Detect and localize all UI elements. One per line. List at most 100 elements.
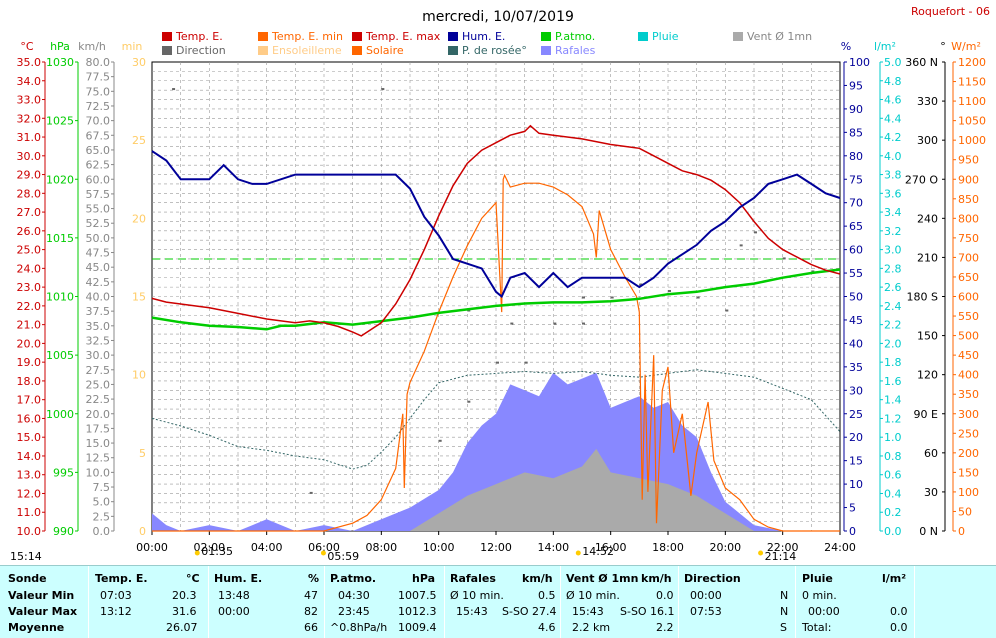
legend-swatch	[352, 32, 362, 41]
cell: S-SO	[620, 605, 647, 618]
hum-tick-label: 55	[849, 267, 863, 280]
cell: Total:	[802, 621, 832, 634]
header-press-unit: hPa	[412, 572, 436, 585]
wind-tick-label: 35.0	[86, 320, 111, 333]
cell: 07:53	[690, 605, 722, 618]
temp-unit: °C	[20, 40, 34, 53]
wind-tick-label: 7.5	[93, 481, 111, 494]
cell: S	[780, 621, 787, 634]
direction-point	[582, 296, 585, 299]
temp-tick-label: 34.0	[17, 75, 42, 88]
solar-tick-label: 50	[958, 505, 972, 518]
cell: 20.3	[172, 589, 197, 602]
temp-tick-label: 10.0	[17, 525, 42, 538]
dir-tick-label: 180 S	[907, 291, 938, 304]
rain-tick-label: 1.6	[884, 375, 902, 388]
direction-point	[524, 361, 528, 364]
legend-swatch	[638, 32, 648, 41]
wind-tick-label: 67.5	[86, 129, 111, 142]
cell: 00:00	[808, 605, 840, 618]
direction-point	[309, 491, 313, 494]
wind-tick-label: 55.0	[86, 203, 111, 216]
hum-tick-label: 25	[849, 408, 863, 421]
direction-point	[467, 309, 471, 312]
cell: 66	[304, 621, 318, 634]
sun-tick-label: 20	[132, 212, 146, 225]
cell: 27.4	[532, 605, 557, 618]
direction-point	[582, 322, 585, 325]
wind-unit: km/h	[78, 40, 106, 53]
legend-swatch	[448, 32, 458, 41]
wind-tick-label: 2.5	[93, 510, 111, 523]
rain-tick-label: 2.0	[884, 337, 902, 350]
rain-tick-label: 0.2	[884, 506, 902, 519]
wind-tick-label: 52.5	[86, 217, 111, 230]
temp-tick-label: 29.0	[17, 169, 42, 182]
marker-label: 14:52	[582, 545, 614, 558]
header-rain-unit: l/m²	[882, 572, 907, 585]
rain-tick-label: 2.6	[884, 281, 902, 294]
wind-tick-label: 15.0	[86, 437, 111, 450]
hum-tick-label: 95	[849, 79, 863, 92]
wind-tick-label: 75.0	[86, 85, 111, 98]
wind-tick-label: 80.0	[86, 56, 111, 69]
cell: S-SO	[502, 605, 529, 618]
hum-tick-label: 15	[849, 455, 863, 468]
legend-swatch	[258, 46, 268, 55]
direction-point	[811, 270, 815, 273]
solar-unit: W/m²	[951, 40, 981, 53]
wind-tick-label: 22.5	[86, 393, 111, 406]
rain-tick-label: 4.0	[884, 150, 902, 163]
cell: 04:30	[338, 589, 370, 602]
rain-tick-label: 2.8	[884, 262, 902, 275]
solar-tick-label: 250	[958, 427, 979, 440]
wind-tick-label: 70.0	[86, 115, 111, 128]
cell: 4.6	[538, 621, 556, 634]
marker-dot	[758, 550, 764, 556]
press-tick-label: 1020	[46, 173, 74, 186]
x-tick-label: 00:00	[136, 541, 168, 554]
cell: 00:00	[690, 589, 722, 602]
hum-tick-label: 5	[849, 502, 856, 515]
legend-label: Direction	[176, 44, 226, 57]
rain-unit: l/m²	[874, 40, 896, 53]
cell: N	[780, 605, 789, 618]
direction-point	[467, 400, 471, 403]
x-tick-label: 14:00	[537, 541, 569, 554]
chart-title: mercredi, 10/07/2019	[422, 9, 574, 25]
wind-tick-label: 50.0	[86, 232, 111, 245]
temp-tick-label: 30.0	[17, 150, 42, 163]
header-sonde: Sonde	[8, 572, 47, 585]
wind-tick-label: 12.5	[86, 452, 111, 465]
temp-tick-label: 20.0	[17, 337, 42, 350]
hum-tick-label: 85	[849, 126, 863, 139]
wind-tick-label: 20.0	[86, 408, 111, 421]
wind-tick-label: 40.0	[86, 291, 111, 304]
hum-tick-label: 40	[849, 337, 863, 350]
solar-tick-label: 450	[958, 349, 979, 362]
solar-tick-label: 850	[958, 193, 979, 206]
temp-tick-label: 11.0	[17, 506, 42, 519]
temp-tick-label: 35.0	[17, 56, 42, 69]
cell: 1007.5	[398, 589, 437, 602]
wind-tick-label: 47.5	[86, 247, 111, 260]
cell: 0.5	[538, 589, 556, 602]
direction-point	[381, 88, 385, 91]
dir-tick-label: 210	[917, 251, 938, 264]
sun-unit: min	[122, 40, 143, 53]
header-temp-unit: °C	[186, 572, 200, 585]
x-tick-label: 12:00	[480, 541, 512, 554]
x-tick-label: 04:00	[251, 541, 283, 554]
header-gust-unit: km/h	[522, 572, 553, 585]
header-temp: Temp. E.	[95, 572, 148, 585]
dir-tick-label: 30	[924, 486, 938, 499]
x-tick-label: 20:00	[709, 541, 741, 554]
temp-tick-label: 24.0	[17, 262, 42, 275]
direction-point	[172, 88, 176, 91]
marker-label: 05:59	[327, 550, 359, 563]
dir-tick-label: 120	[917, 369, 938, 382]
legend-label: Vent Ø 1mn	[747, 30, 812, 43]
cell: 26.07	[166, 621, 198, 634]
rain-tick-label: 1.8	[884, 356, 902, 369]
dir-tick-label: 330	[917, 95, 938, 108]
